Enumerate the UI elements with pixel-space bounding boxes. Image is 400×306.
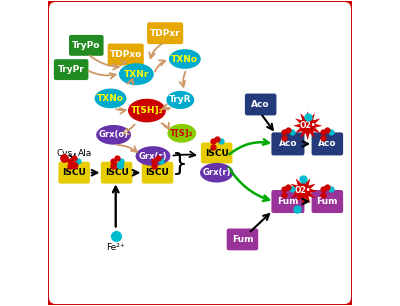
Text: Ala: Ala <box>78 148 92 158</box>
Ellipse shape <box>168 124 196 143</box>
Text: Grx(o): Grx(o) <box>98 130 128 139</box>
Text: T[S]₂: T[S]₂ <box>170 129 194 138</box>
Text: ISCU: ISCU <box>205 148 229 158</box>
Text: TryR: TryR <box>169 95 192 104</box>
FancyBboxPatch shape <box>272 190 304 213</box>
Ellipse shape <box>119 63 154 85</box>
FancyBboxPatch shape <box>312 132 343 155</box>
Text: TXNo: TXNo <box>97 94 124 103</box>
FancyBboxPatch shape <box>54 59 88 80</box>
Ellipse shape <box>96 125 131 145</box>
Text: }: } <box>172 151 188 176</box>
Ellipse shape <box>169 49 201 69</box>
Polygon shape <box>288 176 318 205</box>
Text: Cys: Cys <box>57 148 73 158</box>
FancyBboxPatch shape <box>245 94 276 115</box>
FancyBboxPatch shape <box>142 162 173 184</box>
Text: O2•: O2• <box>295 186 312 196</box>
Text: TryPr: TryPr <box>58 65 84 74</box>
FancyBboxPatch shape <box>101 162 132 184</box>
Ellipse shape <box>95 88 126 108</box>
FancyBboxPatch shape <box>312 190 343 213</box>
Text: TXNr: TXNr <box>124 70 149 79</box>
FancyBboxPatch shape <box>58 162 90 184</box>
Text: Fum: Fum <box>232 235 253 244</box>
Text: O2•: O2• <box>299 121 316 130</box>
Text: TXNo: TXNo <box>171 54 198 64</box>
FancyBboxPatch shape <box>47 0 353 306</box>
Polygon shape <box>293 111 322 140</box>
Ellipse shape <box>136 146 170 166</box>
Text: ISCU: ISCU <box>146 168 170 177</box>
Text: Fum: Fum <box>277 197 299 206</box>
Text: TDPxr: TDPxr <box>150 29 180 38</box>
Text: Aco: Aco <box>279 140 297 148</box>
Text: ISCU: ISCU <box>62 168 86 177</box>
FancyBboxPatch shape <box>69 35 104 56</box>
FancyBboxPatch shape <box>227 229 258 250</box>
Text: Grx(r): Grx(r) <box>139 151 167 161</box>
Text: TDPxo: TDPxo <box>110 50 142 59</box>
Ellipse shape <box>166 91 194 109</box>
Text: Aco: Aco <box>318 140 337 148</box>
Text: Fe²⁺: Fe²⁺ <box>106 243 125 252</box>
Text: Aco: Aco <box>251 100 270 109</box>
Ellipse shape <box>128 99 166 122</box>
FancyBboxPatch shape <box>147 22 183 44</box>
FancyBboxPatch shape <box>108 43 144 65</box>
Text: Grx(r): Grx(r) <box>202 168 231 177</box>
FancyBboxPatch shape <box>272 132 304 155</box>
Text: TryPo: TryPo <box>72 41 100 50</box>
FancyBboxPatch shape <box>201 143 232 163</box>
Ellipse shape <box>200 163 233 183</box>
Text: ISCU: ISCU <box>105 168 128 177</box>
Text: Fum: Fum <box>317 197 338 206</box>
Text: T[SH]₂: T[SH]₂ <box>131 106 163 115</box>
